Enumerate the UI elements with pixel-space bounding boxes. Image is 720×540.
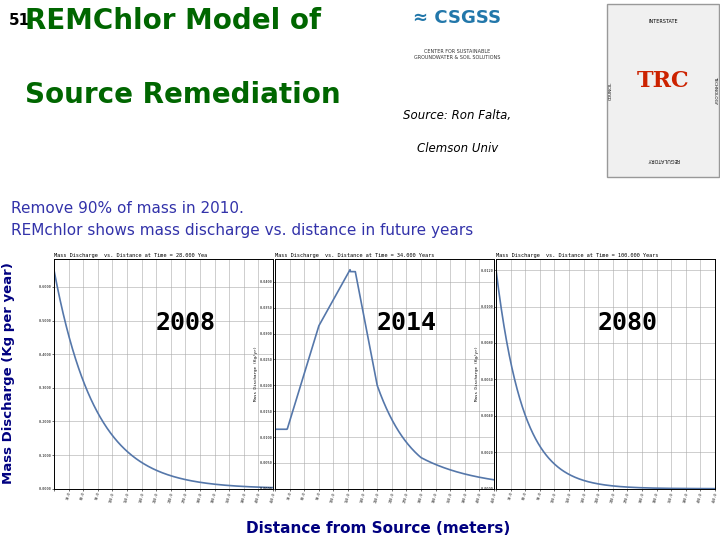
Text: Distance from Source (meters): Distance from Source (meters)	[246, 521, 510, 536]
Text: Source Remediation: Source Remediation	[25, 82, 341, 110]
Text: REGULATORY: REGULATORY	[647, 157, 680, 161]
Text: Source: Ron Falta,: Source: Ron Falta,	[403, 109, 511, 122]
Text: COUNCIL: COUNCIL	[608, 81, 613, 100]
Text: 51: 51	[9, 12, 30, 28]
FancyBboxPatch shape	[607, 4, 719, 177]
Text: Clemson Univ: Clemson Univ	[417, 142, 498, 155]
Text: TECHNOLOGY: TECHNOLOGY	[713, 76, 717, 105]
Text: 2080: 2080	[598, 312, 657, 335]
Text: REMChlor Model of: REMChlor Model of	[25, 7, 321, 35]
Text: Remove 90% of mass in 2010.: Remove 90% of mass in 2010.	[11, 201, 243, 217]
Y-axis label: Mass Discharge (Kg/yr): Mass Discharge (Kg/yr)	[254, 347, 258, 401]
Text: 2008: 2008	[156, 312, 215, 335]
Text: CENTER FOR SUSTAINABLE
GROUNDWATER & SOIL SOLUTIONS: CENTER FOR SUSTAINABLE GROUNDWATER & SOI…	[414, 49, 500, 59]
Text: Mass Discharge  vs. Distance at Time = 100.000 Years: Mass Discharge vs. Distance at Time = 10…	[496, 253, 659, 258]
Text: INTERSTATE: INTERSTATE	[648, 19, 678, 24]
Y-axis label: Mass Discharge (Kg/yr): Mass Discharge (Kg/yr)	[475, 347, 480, 401]
Text: Mass Discharge (Kg per year): Mass Discharge (Kg per year)	[2, 262, 15, 483]
Text: Mass Discharge  vs. Distance at Time = 28.000 Yea: Mass Discharge vs. Distance at Time = 28…	[54, 253, 207, 258]
Text: Mass Discharge  vs. Distance at Time = 34.000 Years: Mass Discharge vs. Distance at Time = 34…	[275, 253, 434, 258]
Text: ≈ CSGSS: ≈ CSGSS	[413, 9, 501, 27]
Text: REMchlor shows mass discharge vs. distance in future years: REMchlor shows mass discharge vs. distan…	[11, 223, 473, 238]
Text: TRC: TRC	[636, 70, 690, 92]
Text: 2014: 2014	[377, 312, 436, 335]
